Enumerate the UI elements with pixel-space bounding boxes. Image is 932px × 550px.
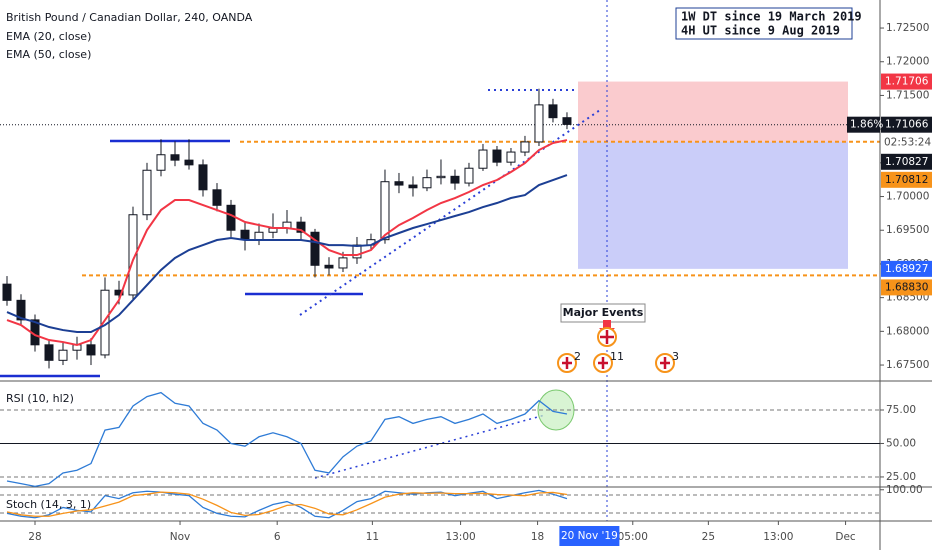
y-tick-label: 1.70000 <box>886 191 929 203</box>
candle-body <box>16 299 26 321</box>
note-line: 1W DT since 19 March 2019 <box>681 10 862 24</box>
y-tick-label: 1.67500 <box>886 359 929 371</box>
zones <box>0 81 880 277</box>
candle-body <box>296 221 306 233</box>
series-line <box>6 391 568 487</box>
candle-body <box>184 159 194 166</box>
price-label-box <box>881 116 932 133</box>
candle-body <box>422 177 432 189</box>
note-line: 4H UT since 9 Aug 2019 <box>681 24 840 38</box>
x-tick-label: 25 <box>702 531 715 543</box>
candle-body <box>198 164 208 191</box>
price-label-box <box>881 279 932 296</box>
price-label: 1.71706 <box>885 76 929 88</box>
x-tick-label: 6 <box>274 531 281 543</box>
crosshair-label: 20 Nov '19 <box>561 530 618 542</box>
series-line <box>6 489 568 519</box>
candle-body <box>548 104 558 119</box>
x-tick-label: 13:00 <box>763 531 793 543</box>
x-tick-label: Dec <box>835 531 856 543</box>
candle-body <box>170 154 180 161</box>
candle-body <box>114 289 124 296</box>
candle-body <box>156 154 166 171</box>
price-label: 1.70827 <box>885 156 928 168</box>
profit-zone <box>578 81 848 142</box>
series-line <box>6 491 568 517</box>
countdown: 02:53:24 <box>884 137 931 149</box>
price-label-box <box>881 171 932 188</box>
change-box <box>847 116 880 133</box>
countdown-box <box>881 134 932 151</box>
candle-body <box>310 231 320 266</box>
y-tick-label: 50.00 <box>886 437 916 449</box>
note-box <box>675 7 853 40</box>
candle-body <box>394 181 404 186</box>
events-label: Major Events <box>563 306 644 319</box>
y-tick-label: 1.69500 <box>886 224 929 236</box>
y-tick-label: 1.72000 <box>886 56 929 68</box>
plot <box>0 88 880 519</box>
trend-line <box>299 109 601 316</box>
y-tick-label: 25.00 <box>886 471 916 483</box>
price-label: 1.68830 <box>885 281 928 293</box>
price-label-box <box>881 260 932 277</box>
price-label-box <box>881 73 932 90</box>
y-tick-label: 75.00 <box>886 404 916 416</box>
chart-title: British Pound / Canadian Dollar, 240, OA… <box>6 11 253 24</box>
x-tick-label: 05:00 <box>618 531 648 543</box>
candle-body <box>254 231 264 241</box>
change-label: 1.86% <box>850 119 883 131</box>
candle-body <box>2 283 12 301</box>
price-label-box <box>881 153 932 170</box>
x-tick-label: 13:00 <box>445 531 475 543</box>
candle-body <box>520 141 530 153</box>
candle-body <box>380 181 390 241</box>
x-tick-label: 28 <box>28 531 41 543</box>
price-label: 1.71066 <box>885 119 929 131</box>
y-tick-label: 1.72500 <box>886 22 929 34</box>
event-count: 3 <box>672 350 679 363</box>
event-icons <box>557 327 675 373</box>
candle-body <box>478 149 488 169</box>
candle-body <box>86 344 96 356</box>
rsi-trend-line <box>314 414 546 479</box>
candle-body <box>58 349 68 361</box>
candle-body <box>408 184 418 189</box>
candle-body <box>562 117 572 125</box>
candle-body <box>240 229 250 241</box>
series-line <box>6 174 568 334</box>
price-label: 1.68927 <box>885 263 928 275</box>
candle-body <box>128 214 138 296</box>
candle-body <box>450 175 460 184</box>
legend-entry: EMA (20, close) <box>6 30 91 43</box>
candle-body <box>44 344 54 361</box>
candle-body <box>338 257 348 269</box>
x-tick-label: 11 <box>366 531 379 543</box>
candle-body <box>324 264 334 269</box>
candle-body <box>142 169 152 216</box>
y-tick-label: 1.71500 <box>886 89 929 101</box>
legend-entry: EMA (50, close) <box>6 48 91 61</box>
rsi-title: RSI (10, hl2) <box>6 392 74 405</box>
flag-cross <box>562 330 670 369</box>
crosshair-box <box>559 526 620 546</box>
x-tick-label: 18 <box>531 531 544 543</box>
stoch-title: Stoch (14, 3, 1) <box>6 498 91 511</box>
candle-body <box>436 175 446 179</box>
y-tick-label: 100.00 <box>886 484 923 496</box>
candle-body <box>212 189 222 206</box>
candle-body <box>506 151 516 163</box>
risk-zone <box>578 141 848 269</box>
event-count: 2 <box>574 350 581 363</box>
y-tick-label: 1.68000 <box>886 325 929 337</box>
candle-body <box>534 104 544 143</box>
price-label: 1.70812 <box>885 174 928 186</box>
candle-body <box>464 167 474 184</box>
x-tick-label: Nov <box>170 531 191 543</box>
candle-body <box>226 204 236 231</box>
event-count: 11 <box>610 350 624 363</box>
candle-body <box>492 149 502 163</box>
